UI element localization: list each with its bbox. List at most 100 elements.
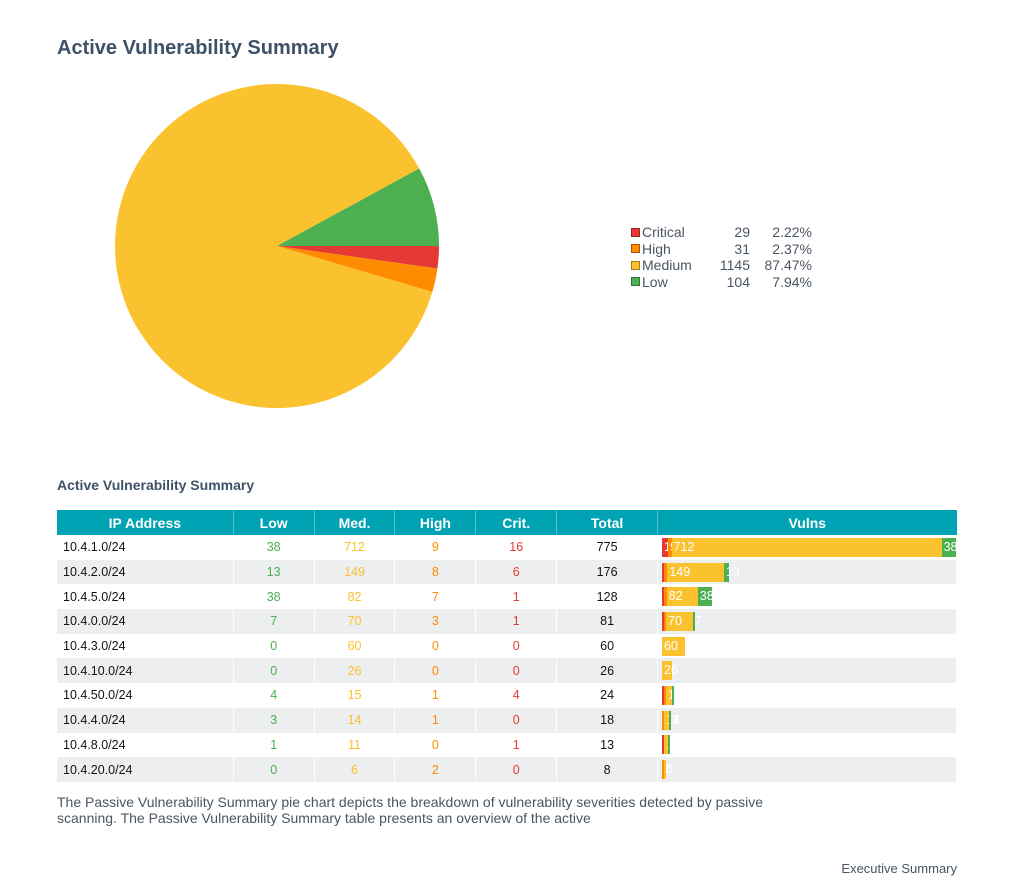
cell-ip-address: 10.4.20.0/24 xyxy=(57,757,234,782)
cell-high: 3 xyxy=(394,609,477,634)
table-header-row: IP Address Low Med. High Crit. Total Vul… xyxy=(57,510,957,535)
cell-vulns-bar: 60 xyxy=(657,633,957,659)
table-row: 10.4.1.0/243871291677516971238 xyxy=(57,535,958,560)
cell-high: 8 xyxy=(394,559,477,585)
bar-segment-low: 13 xyxy=(723,562,740,582)
bar-segment-label: 15 xyxy=(668,687,682,702)
table-row: 10.4.3.0/24 0 60 0 0 60 60 xyxy=(57,633,957,659)
cell-ip-address: 10.4.50.0/24 xyxy=(57,683,234,708)
cell-medium: 82 xyxy=(314,584,396,610)
cell-high: 7 xyxy=(394,584,477,610)
stacked-bar: 16971238 xyxy=(662,537,958,557)
cell-critical: 1 xyxy=(475,609,558,634)
legend-item-high: High 31 2.37% xyxy=(631,241,812,258)
bar-segment-med: 149 xyxy=(667,562,724,582)
bar-segment-med: 15 xyxy=(666,685,682,705)
bar-segment-label: 1 xyxy=(670,737,678,752)
legend-percent: 7.94% xyxy=(772,273,812,290)
header-total: Total xyxy=(556,510,659,535)
legend-count: 29 xyxy=(734,224,750,240)
table-row: 10.4.10.0/24 0 26 0 0 26 26 xyxy=(57,658,957,684)
bar-segment-label: 26 xyxy=(664,663,678,678)
cell-medium: 60 xyxy=(314,633,396,659)
cell-ip-address: 10.4.3.0/24 xyxy=(57,633,234,659)
table-row: 10.4.0.0/24770318113707 xyxy=(57,609,957,634)
legend-item-critical: Critical 29 2.22% xyxy=(631,224,812,241)
bar-segment-low: 4 xyxy=(671,685,681,705)
bar-segment-low: 3 xyxy=(669,710,678,730)
bar-segment-label: 38 xyxy=(943,539,958,554)
cell-low: 13 xyxy=(233,559,315,585)
cell-total: 13 xyxy=(556,732,659,758)
bar-segment-med: 712 xyxy=(671,537,942,557)
header-vulns: Vulns xyxy=(657,510,957,535)
cell-ip-address: 10.4.4.0/24 xyxy=(57,707,234,733)
cell-total: 176 xyxy=(556,559,659,585)
legend-label: Critical xyxy=(642,224,685,240)
header-medium: Med. xyxy=(314,510,396,535)
page-title: Active Vulnerability Summary xyxy=(57,37,339,59)
cell-total: 18 xyxy=(556,707,659,733)
cell-critical: 0 xyxy=(475,633,558,659)
legend-count: 1145 xyxy=(719,257,750,273)
legend-label: Medium xyxy=(642,257,692,273)
cell-low: 4 xyxy=(233,683,315,708)
pie-slice-high xyxy=(277,246,438,293)
bar-segment-label: 70 xyxy=(668,613,682,628)
stacked-bar: 60 xyxy=(662,636,956,656)
cell-vulns-bar: 6814913 xyxy=(657,559,957,585)
bar-segment-med: 82 xyxy=(666,587,698,607)
cell-medium: 14 xyxy=(314,707,396,733)
cell-critical: 6 xyxy=(475,559,558,585)
bar-segment-low: 38 xyxy=(941,537,958,557)
legend-label: Low xyxy=(642,273,668,290)
cell-high: 2 xyxy=(394,757,477,782)
cell-low: 0 xyxy=(233,757,315,782)
cell-low: 0 xyxy=(233,633,315,659)
bar-segment-label: 13 xyxy=(725,564,740,579)
stacked-bar: 26 xyxy=(662,661,956,681)
cell-medium: 11 xyxy=(314,732,396,758)
table-row: 10.4.5.0/24388271128178238 xyxy=(57,584,957,610)
cell-vulns-bar: 1143 xyxy=(657,707,957,733)
legend-percent: 87.47% xyxy=(764,257,812,273)
cell-medium: 149 xyxy=(314,559,396,585)
cell-ip-address: 10.4.10.0/24 xyxy=(57,658,234,684)
bar-segment-label: 2 xyxy=(664,762,671,777)
cell-critical: 0 xyxy=(475,707,558,733)
table-row: 10.4.50.0/24415142441154 xyxy=(57,683,957,708)
stacked-bar: 6814913 xyxy=(662,562,956,582)
cell-medium: 15 xyxy=(314,683,396,708)
cell-low: 38 xyxy=(233,584,315,610)
legend-swatch xyxy=(631,227,640,237)
cell-vulns-bar: 13707 xyxy=(657,609,957,634)
cell-vulns-bar: 178238 xyxy=(657,584,957,610)
cell-low: 38 xyxy=(233,535,315,560)
cell-medium: 6 xyxy=(314,757,396,782)
stacked-bar: 13707 xyxy=(662,611,956,631)
cell-total: 24 xyxy=(556,683,659,708)
legend-percent: 2.37% xyxy=(772,240,812,257)
cell-ip-address: 10.4.1.0/24 xyxy=(57,535,234,560)
cell-critical: 0 xyxy=(475,658,558,684)
legend-item-low: Low 104 7.94% xyxy=(631,274,812,291)
cell-medium: 70 xyxy=(314,609,396,634)
bar-segment-low: 7 xyxy=(692,611,702,631)
cell-medium: 712 xyxy=(314,535,396,560)
cell-ip-address: 10.4.8.0/24 xyxy=(57,732,234,758)
bar-segment-med: 6 xyxy=(664,760,673,780)
bar-segment-label: 38 xyxy=(699,589,714,604)
bar-segment-label: 6 xyxy=(666,762,673,777)
cell-total: 26 xyxy=(556,658,659,684)
cell-low: 3 xyxy=(233,707,315,733)
cell-low: 1 xyxy=(233,732,315,758)
stacked-bar: 178238 xyxy=(662,587,956,607)
cell-high: 1 xyxy=(394,683,477,708)
pie-slice-low xyxy=(277,168,439,246)
cell-low: 7 xyxy=(233,609,315,634)
pie-slice-critical xyxy=(277,246,439,269)
cell-high: 0 xyxy=(394,732,477,758)
description-text: The Passive Vulnerability Summary pie ch… xyxy=(57,794,764,826)
